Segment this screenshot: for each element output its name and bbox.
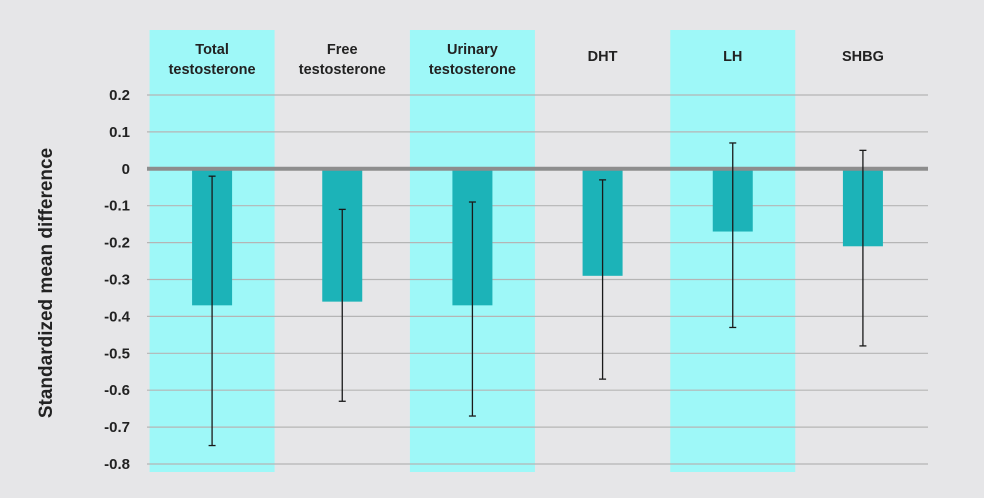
category-label: SHBG [842,49,884,65]
category-label-line: DHT [588,49,618,65]
gridlines [147,94,928,465]
y-tick-label: 0.2 [109,87,130,104]
category-label: LH [723,49,742,65]
category-label-line: testosterone [169,62,256,78]
y-tick-labels: 0.2 0.1 0 -0.1 -0.2 -0.3 -0.4 -0.5 -0.6 -0.7 -0.8 [104,87,131,473]
category-label-line: SHBG [842,49,884,65]
y-tick-label: -0.1 [104,198,130,215]
category-label-line: testosterone [299,62,386,78]
y-tick-label: -0.7 [104,419,130,436]
category-label: DHT [588,49,618,65]
y-tick-label: -0.3 [104,272,130,289]
y-tick-label: 0 [122,161,130,178]
error-bar [599,179,607,380]
error-bars [208,142,867,447]
category-label: Total testosterone [169,42,256,78]
y-tick-label: -0.4 [104,308,131,325]
category-label: Free testosterone [299,42,386,78]
error-bar [729,142,737,329]
category-label-line: Total [195,42,229,58]
error-bar [208,175,216,447]
category-label: Urinary testosterone [429,42,516,78]
y-tick-label: -0.5 [104,345,130,362]
y-tick-label: -0.8 [104,456,130,473]
y-tick-label: 0.1 [109,124,130,141]
y-tick-label: -0.6 [104,382,130,399]
error-bar [468,201,476,417]
y-tick-label: -0.2 [104,235,130,252]
category-label-line: Urinary [447,42,498,58]
category-label-line: testosterone [429,62,516,78]
category-label-line: LH [723,49,742,65]
error-bar [338,208,346,402]
error-bar [859,149,867,347]
y-axis-title: Standardized mean difference [36,148,57,418]
category-label-line: Free [327,42,358,58]
